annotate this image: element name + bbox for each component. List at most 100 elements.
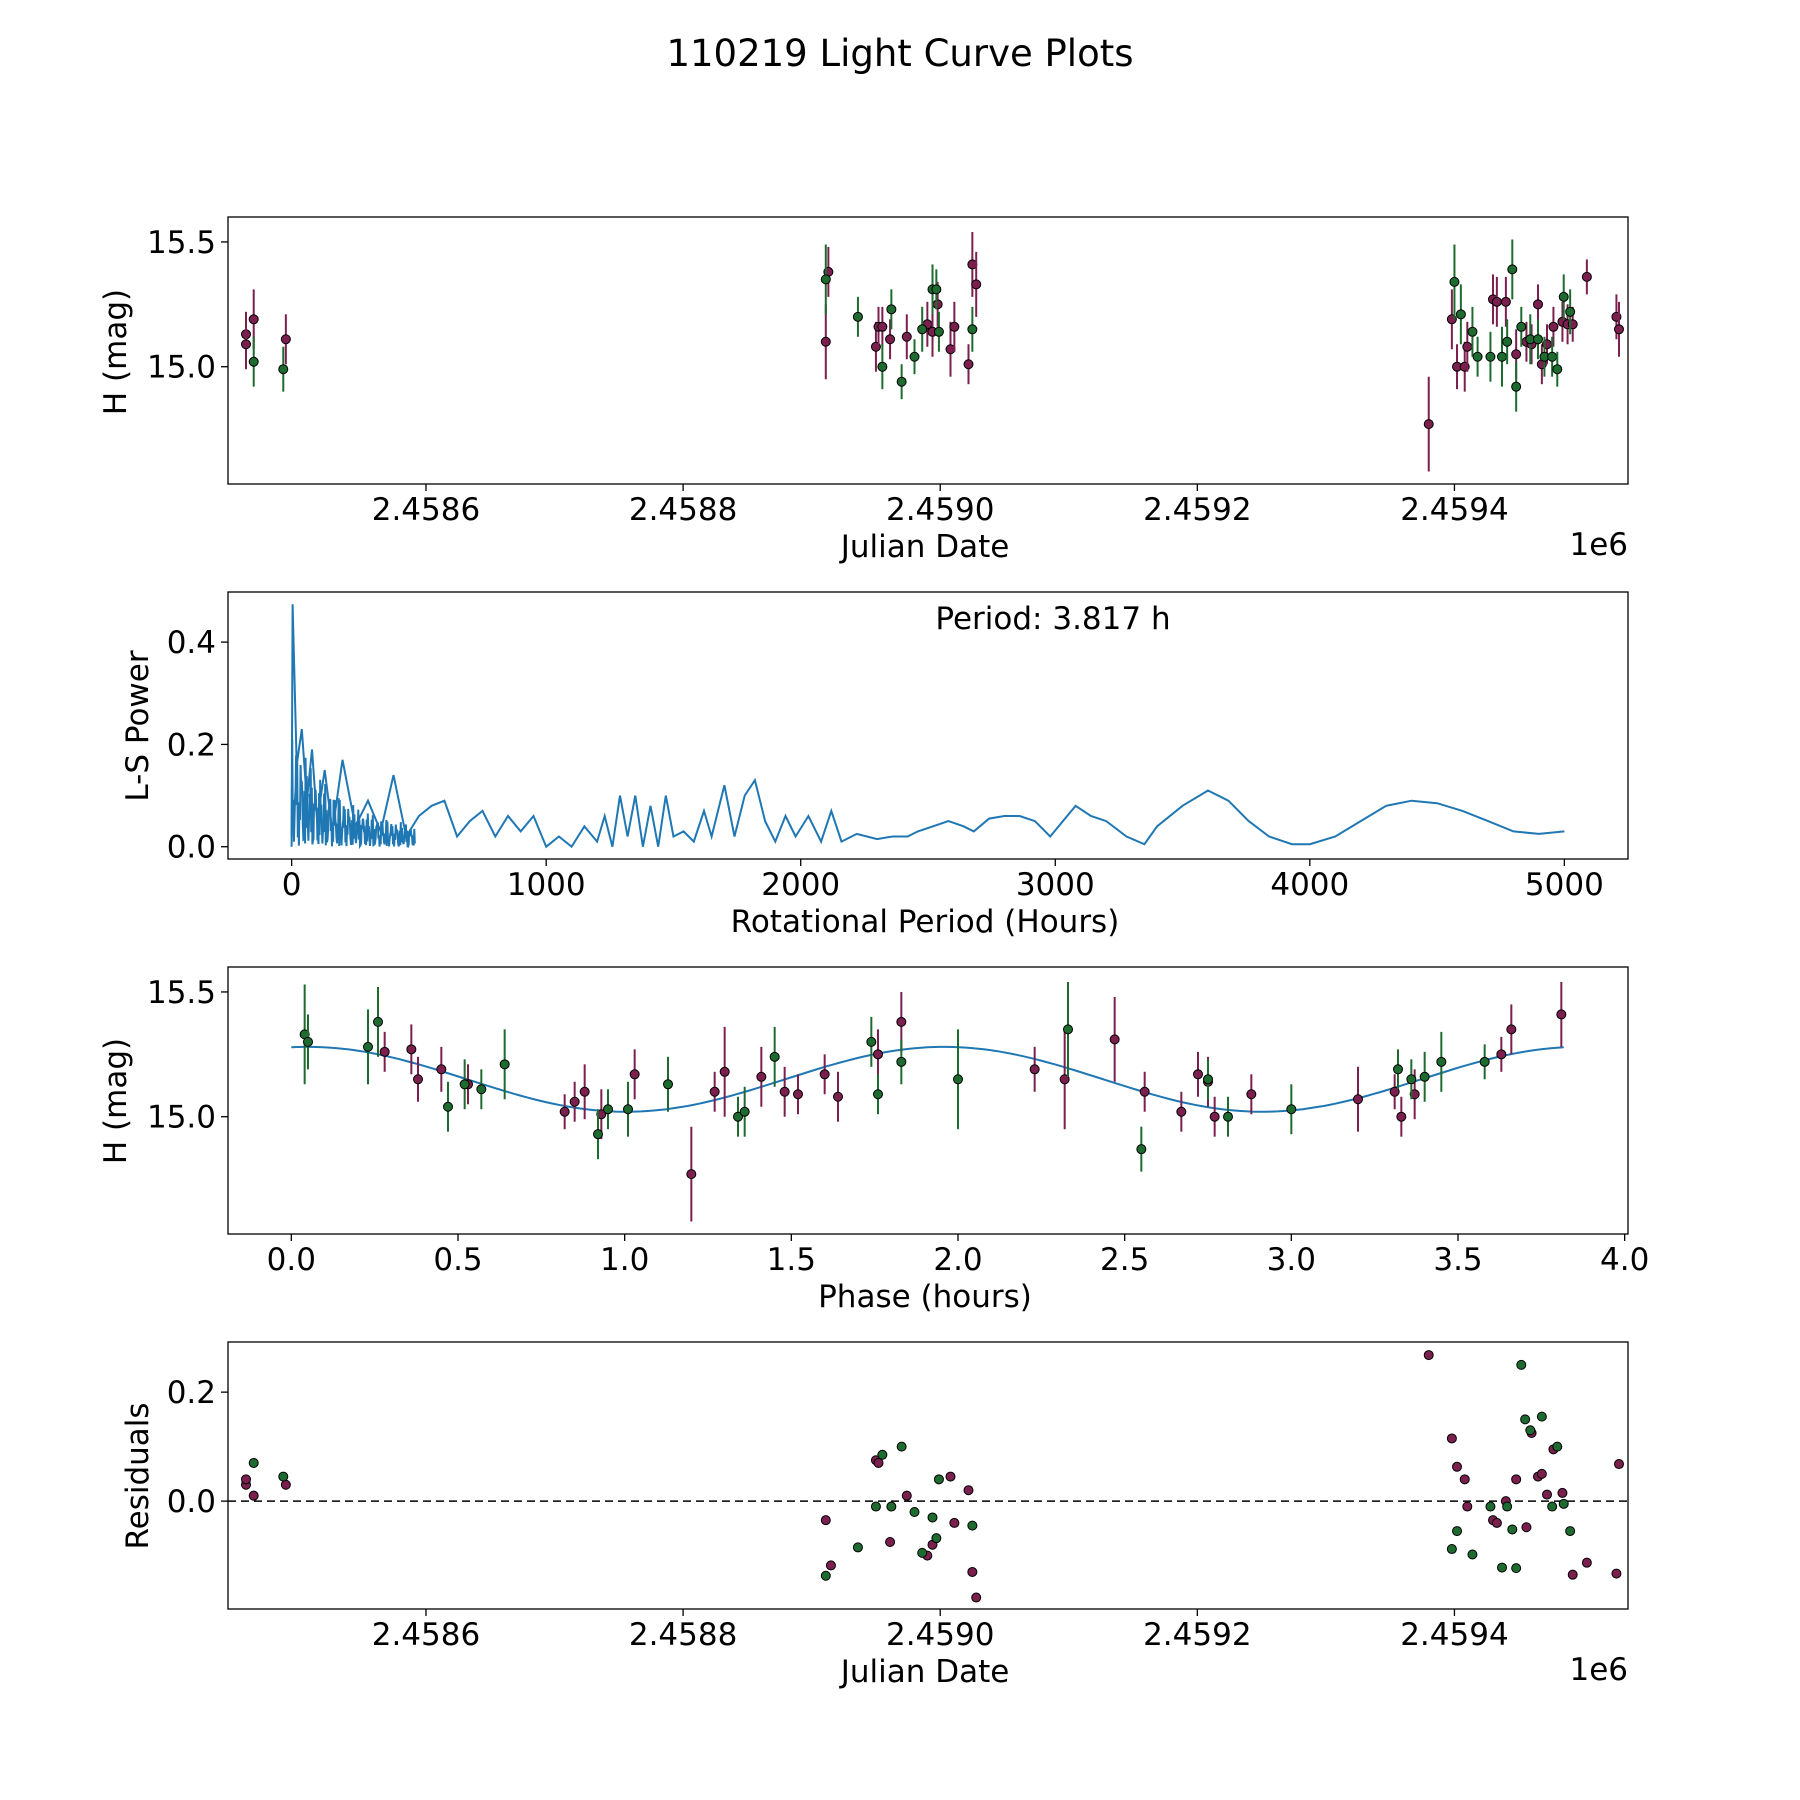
data-point-magenta [1557, 1487, 1568, 1498]
x-tick-label: 0.5 [433, 1242, 482, 1278]
data-point-green [443, 1101, 453, 1112]
y-tick-label: 15.0 [147, 1100, 216, 1136]
data-point-magenta [1409, 1089, 1420, 1100]
data-point-green [499, 1059, 510, 1070]
data-point-magenta [1611, 1568, 1622, 1579]
plot-frame [227, 216, 1629, 485]
data-point-green [1452, 1526, 1463, 1537]
data-point-magenta [1462, 341, 1473, 352]
data-point-magenta [280, 1479, 291, 1490]
data-point-magenta [971, 279, 982, 290]
data-point-magenta [559, 1106, 570, 1117]
data-point-magenta [945, 1471, 956, 1482]
data-point-magenta [1396, 1111, 1407, 1122]
x-tick-label: 2.4592 [1143, 1617, 1251, 1653]
data-point-green [1063, 1024, 1073, 1035]
data-point-green [1520, 1414, 1531, 1425]
data-point-green [909, 351, 920, 362]
y-tick-label: 0.0 [167, 830, 216, 866]
data-point-magenta [1209, 1111, 1220, 1122]
x-tick-label: 1.0 [600, 1242, 649, 1278]
y-axis-label: Residuals [120, 1402, 156, 1549]
data-point-green [896, 376, 907, 387]
data-point-green [248, 356, 259, 367]
phase-folded-panel: Phase (hours) H (mag) 0.0 0.5 1.0 1.5 2.0 2.5… [98, 966, 1649, 1315]
data-point-magenta [1452, 1461, 1463, 1472]
data-point-magenta [1542, 1489, 1553, 1500]
data-point-green [931, 1533, 942, 1544]
data-point-green [363, 1041, 373, 1052]
data-point-green [1565, 306, 1576, 317]
y-tick-label: 15.5 [147, 225, 216, 261]
data-point-magenta [436, 1064, 447, 1075]
data-point-magenta [413, 1074, 423, 1085]
data-point-green [1485, 351, 1496, 362]
data-point-green [1497, 351, 1508, 362]
data-point-green [623, 1104, 633, 1115]
data-point-green [1507, 1524, 1518, 1535]
data-point-green [603, 1104, 613, 1115]
data-point-green [1485, 1501, 1496, 1512]
data-point-green [1525, 1425, 1536, 1436]
data-point-magenta [779, 1086, 790, 1097]
x-tick-label: 3000 [1016, 867, 1095, 903]
data-point-green [1455, 309, 1466, 320]
data-point-green [593, 1129, 603, 1140]
x-tick-label: 3.0 [1267, 1242, 1316, 1278]
data-point-green [953, 1074, 963, 1085]
data-point-magenta [1246, 1089, 1257, 1100]
x-tick-label: 1000 [507, 867, 586, 903]
data-point-green [1558, 291, 1569, 302]
data-point-green [373, 1016, 383, 1027]
x-tick-label: 5000 [1525, 867, 1604, 903]
x-tick-label: 2.4592 [1143, 492, 1251, 528]
data-point-magenta [756, 1071, 767, 1082]
x-offset-label: 1e6 [1569, 527, 1628, 563]
data-point-magenta [901, 1490, 912, 1501]
x-axis-label: Phase (hours) [818, 1279, 1032, 1315]
data-point-magenta [1548, 321, 1559, 332]
data-point-magenta [1459, 1474, 1470, 1485]
data-point-green [1446, 1544, 1457, 1555]
data-point-green [459, 1079, 470, 1090]
x-tick-label: 2.4586 [372, 1617, 480, 1653]
data-point-green [1511, 1563, 1522, 1574]
residuals-panel: Julian Date Residuals 1e6 2.4586 2.4588 2.… [120, 1341, 1629, 1690]
y-tick-label: 15.0 [147, 350, 216, 386]
data-point-green [1203, 1074, 1213, 1085]
data-point-green [1479, 1056, 1490, 1067]
data-point-magenta [1491, 1517, 1502, 1528]
data-point-magenta [885, 334, 896, 345]
y-tick-label: 0.0 [167, 1484, 216, 1520]
light-curve-panel: Julian Date H (mag) 1e6 2.4586 2.4588 2.45… [98, 216, 1629, 565]
period-annotation: Period: 3.817 h [935, 601, 1170, 637]
data-point-green [820, 1570, 831, 1581]
data-point-magenta [833, 1091, 843, 1102]
data-point-magenta [1109, 1034, 1120, 1045]
data-point-magenta [1193, 1069, 1203, 1080]
data-point-green [873, 1089, 883, 1100]
data-point-magenta [1536, 1468, 1547, 1479]
x-axis-label: Julian Date [839, 1654, 1010, 1690]
data-point-magenta [793, 1089, 803, 1100]
data-point-magenta [1446, 1433, 1457, 1444]
y-tick-label: 15.5 [147, 975, 216, 1011]
x-tick-label: 2.4586 [372, 492, 480, 528]
y-tick-label: 0.4 [167, 625, 216, 661]
data-point-magenta [240, 339, 251, 350]
data-point-green [663, 1079, 673, 1090]
data-point-magenta [1614, 324, 1625, 335]
data-point-green [1502, 1501, 1513, 1512]
data-point-green [1502, 336, 1513, 347]
data-point-magenta [896, 1016, 907, 1027]
x-tick-label: 2.4594 [1400, 492, 1508, 528]
x-tick-label: 2.5 [1100, 1242, 1149, 1278]
data-point-green [1286, 1104, 1297, 1115]
data-point-magenta [248, 314, 259, 325]
data-point-magenta [1511, 349, 1522, 360]
data-point-green [1393, 1064, 1403, 1075]
data-point-green [278, 1471, 289, 1482]
x-tick-label: 2.4590 [886, 492, 994, 528]
data-point-magenta [569, 1096, 580, 1107]
